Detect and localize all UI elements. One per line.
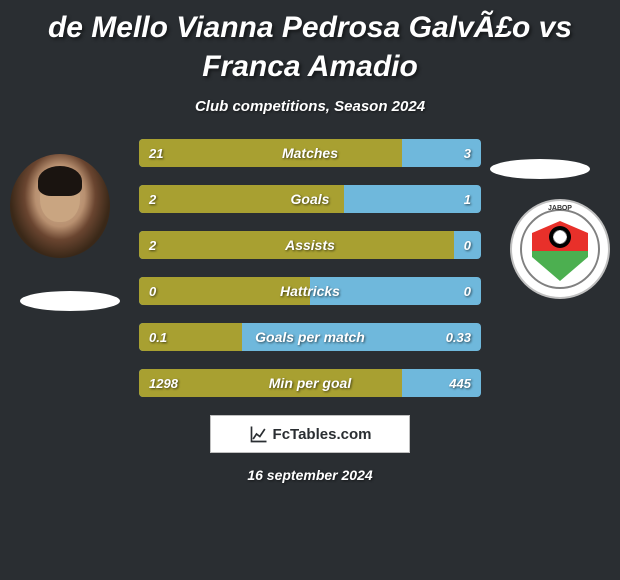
logo-text: FcTables.com	[273, 426, 372, 443]
stat-row-goals-per-match: 0.1 Goals per match 0.33	[139, 323, 481, 351]
stat-label: Hattricks	[139, 277, 481, 305]
badge-text: ЈАВОР	[512, 205, 608, 212]
fctables-logo[interactable]: FcTables.com	[210, 415, 410, 453]
chart-icon	[249, 424, 269, 444]
comparison-content: ЈАВОР 21 Matches 3 2 Goals 1 2 Assists 0…	[0, 139, 620, 483]
comparison-title: de Mello Vianna Pedrosa GalvÃ£o vs Franc…	[0, 0, 620, 86]
stat-label: Min per goal	[139, 369, 481, 397]
stat-value-right: 3	[464, 139, 471, 167]
stat-value-right: 1	[464, 185, 471, 213]
stat-row-hattricks: 0 Hattricks 0	[139, 277, 481, 305]
stat-label: Goals	[139, 185, 481, 213]
footer-date: 16 september 2024	[0, 467, 620, 483]
player-right-flag	[490, 159, 590, 179]
stat-value-right: 0.33	[446, 323, 471, 351]
stat-row-min-per-goal: 1298 Min per goal 445	[139, 369, 481, 397]
player-left-avatar	[10, 154, 110, 258]
stat-row-goals: 2 Goals 1	[139, 185, 481, 213]
stat-value-right: 0	[464, 231, 471, 259]
stat-value-right: 0	[464, 277, 471, 305]
player-left-flag	[20, 291, 120, 311]
stat-label: Goals per match	[139, 323, 481, 351]
stat-label: Matches	[139, 139, 481, 167]
stat-label: Assists	[139, 231, 481, 259]
stat-bars: 21 Matches 3 2 Goals 1 2 Assists 0 0 Hat…	[139, 139, 481, 397]
stat-row-assists: 2 Assists 0	[139, 231, 481, 259]
player-right-badge: ЈАВОР	[510, 199, 610, 299]
stat-row-matches: 21 Matches 3	[139, 139, 481, 167]
season-subtitle: Club competitions, Season 2024	[0, 98, 620, 115]
stat-value-right: 445	[449, 369, 471, 397]
